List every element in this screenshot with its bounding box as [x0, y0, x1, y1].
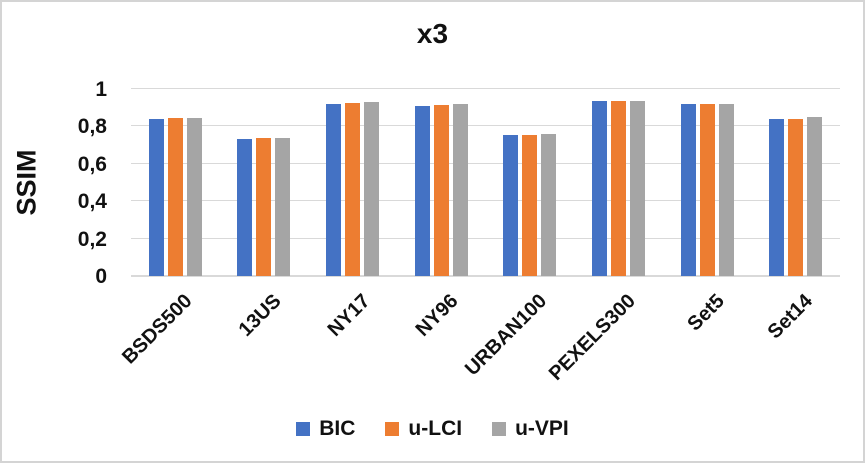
- bar-u-LCI-NY17: [345, 102, 361, 276]
- y-axis-title: SSIM: [4, 89, 50, 276]
- bar-BIC-BSDS500: [148, 118, 164, 276]
- bar-u-LCI-Set5: [699, 103, 715, 276]
- y-tick-label: 0,4: [77, 190, 107, 214]
- bar-u-VPI-Set14: [807, 117, 823, 276]
- bar-u-VPI-BSDS500: [186, 118, 202, 276]
- bar-u-LCI-13US: [256, 137, 272, 276]
- gridline: [131, 162, 840, 164]
- bar-u-VPI-NY96: [452, 103, 468, 276]
- bar-u-LCI-URBAN100: [522, 134, 538, 276]
- bar-BIC-13US: [237, 138, 253, 276]
- legend-label: u-VPI: [515, 417, 569, 440]
- legend-swatch-icon: [492, 422, 507, 436]
- y-tick-label: 0,8: [77, 115, 107, 139]
- bar-BIC-NY96: [414, 105, 430, 276]
- bar-u-VPI-NY17: [364, 101, 380, 276]
- bar-BIC-Set14: [769, 118, 785, 276]
- gridline: [131, 200, 840, 202]
- bar-u-LCI-Set14: [788, 118, 804, 276]
- y-tick-label: 0: [95, 265, 107, 288]
- bar-u-VPI-PEXELS300: [629, 101, 645, 276]
- legend: BIC u-LCI u-VPI: [2, 417, 863, 441]
- gridline: [131, 125, 840, 127]
- x-category-label-URBAN100: URBAN100: [461, 290, 552, 381]
- legend-item-u-VPI: u-VPI: [492, 417, 569, 441]
- bar-BIC-URBAN100: [503, 134, 519, 276]
- gridline: [131, 237, 840, 239]
- bar-BIC-PEXELS300: [591, 101, 607, 276]
- bar-u-LCI-PEXELS300: [610, 100, 626, 276]
- gridline: [131, 88, 840, 89]
- legend-swatch-icon: [296, 422, 311, 436]
- x-category-label-PEXELS300: PEXELS300: [545, 290, 640, 385]
- y-tick-label: 0,6: [77, 152, 107, 176]
- y-tick-label: 1: [95, 78, 107, 101]
- legend-item-BIC: BIC: [296, 417, 355, 441]
- bar-BIC-NY17: [326, 103, 342, 276]
- legend-label: u-LCI: [408, 417, 463, 440]
- y-axis-title-text: SSIM: [11, 149, 42, 216]
- legend-item-u-LCI: u-LCI: [385, 417, 462, 441]
- bar-u-LCI-NY96: [433, 104, 449, 276]
- legend-label: BIC: [319, 417, 356, 440]
- bar-BIC-Set5: [680, 104, 696, 276]
- x-category-label-Set14: Set14: [763, 290, 818, 344]
- legend-swatch-icon: [385, 422, 400, 436]
- x-category-label-NY17: NY17: [323, 290, 375, 341]
- x-axis-line: [131, 275, 840, 277]
- bar-u-VPI-URBAN100: [541, 133, 557, 276]
- x-category-label-13US: 13US: [234, 290, 286, 341]
- bar-u-VPI-13US: [275, 138, 291, 276]
- bar-u-VPI-Set5: [718, 103, 734, 276]
- x-category-label-BSDS500: BSDS500: [118, 290, 197, 369]
- y-tick-label: 0,2: [77, 227, 107, 251]
- plot-area: [131, 88, 840, 277]
- x-category-label-Set5: Set5: [683, 290, 729, 336]
- x-category-label-NY96: NY96: [411, 290, 463, 341]
- chart-title: x3: [416, 18, 449, 49]
- bar-u-LCI-BSDS500: [167, 118, 183, 276]
